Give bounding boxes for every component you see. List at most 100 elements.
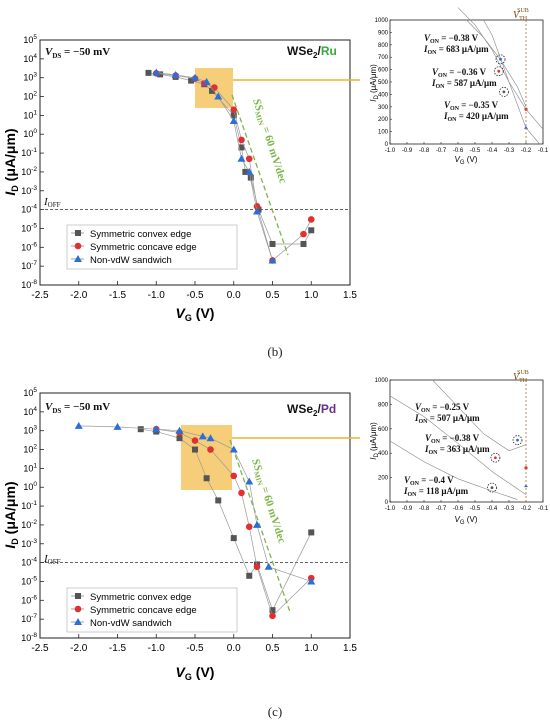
square-marker	[246, 572, 253, 579]
triangle-marker	[253, 520, 261, 528]
panel-b-axes: -2.5 -2.0 -1.5 -1.0 -0.5 0.0 0.5 1.0 1.5 10-8 10-7…	[21, 34, 357, 301]
y-tick-label: 10-2	[21, 519, 37, 530]
x-tick-label: -0.1	[538, 506, 549, 512]
x-tick-label: 0.5	[266, 643, 280, 654]
panel-b-inset-ylabel: ID (μA/μm)	[369, 64, 380, 102]
x-tick-label: -0.4	[487, 148, 498, 154]
panel-c-material-label: WSe2/Pd	[287, 402, 336, 418]
circle-marker	[191, 437, 199, 444]
inset-c-ion-2: ION = 363 μA/μm	[424, 444, 490, 456]
triangle-marker	[214, 92, 223, 100]
inset-b-ion-3: ION = 420 μA/μm	[443, 111, 509, 123]
y-tick-label: 10-8	[21, 632, 37, 643]
x-tick-label: -0.3	[504, 148, 515, 154]
square-marker	[145, 69, 152, 76]
panel-c-axes: -2.5 -2.0 -1.5 -1.0 -0.5 0.0 0.5 1.0 1.5 10-8 10-7…	[21, 387, 357, 654]
highlight-circle	[495, 54, 506, 65]
inset-c-von-2: VON = −0.38 V	[425, 433, 480, 445]
panel-b-inset: -1.0 -0.9 -0.8 -0.7 -0.6 -0.5 -0.4 -0.3 -0.2 -0.1…	[369, 7, 549, 166]
highlight-dot	[494, 456, 497, 460]
y-tick-label: 101	[23, 109, 37, 120]
circle-marker	[253, 563, 261, 571]
highlight-dot	[497, 69, 501, 73]
panel-c-ylabel: ID (μA/μm)	[2, 481, 20, 548]
y-tick-label: 10-6	[21, 594, 37, 605]
panel-c-vds-label: VDS = −50 mV	[45, 401, 110, 415]
x-tick-label: -1.5	[109, 643, 127, 654]
triangle-marker	[191, 73, 199, 81]
panel-c-inset-axes: -1.0 -0.9 -0.8 -0.7 -0.6 -0.5 -0.4 -0.3 -0.2 -0.1…	[375, 378, 549, 512]
x-tick-label: -2.5	[31, 643, 49, 654]
x-tick-label: -0.5	[470, 506, 481, 512]
y-tick-label: 10-5	[21, 222, 37, 233]
square-marker	[203, 475, 210, 482]
y-tick-label: 800	[378, 402, 389, 408]
x-tick-label: -2.5	[31, 290, 49, 301]
panel-b-inset-xlabel: VG (V)	[455, 155, 478, 166]
x-tick-label: -1.5	[109, 290, 127, 301]
circle-marker	[307, 216, 315, 223]
x-tick-label: -1.0	[385, 506, 396, 512]
circle-marker	[300, 230, 307, 238]
legend-triangle-marker	[74, 255, 82, 262]
y-tick-label: 10-7	[21, 260, 37, 271]
triangle-marker	[206, 434, 215, 442]
circle-marker	[245, 155, 253, 163]
legend-circle-marker	[74, 242, 82, 250]
y-tick-label: 300	[378, 105, 389, 111]
triangle-marker	[202, 77, 211, 85]
y-tick-label: 10-6	[21, 241, 37, 252]
legend-square-marker	[75, 593, 81, 599]
legend-entry-concave: Symmetric concave edge	[90, 242, 197, 253]
x-tick-label: 1.5	[343, 643, 357, 654]
triangle-marker	[264, 562, 273, 570]
x-tick-label: -2.0	[70, 290, 88, 301]
x-tick-label: 1.5	[343, 290, 357, 301]
square-marker	[255, 206, 262, 213]
legend-entry-nonvdw: Non-vdW sandwich	[90, 255, 172, 266]
inset-curve	[457, 7, 544, 130]
triangle-marker	[229, 445, 238, 453]
triangle-marker	[307, 577, 316, 585]
square-marker	[269, 607, 276, 614]
legend-entry-convex: Symmetric convex edge	[90, 229, 191, 240]
legend-entry-concave: Symmetric concave edge	[90, 605, 197, 616]
panel-c-ss-line	[229, 439, 291, 613]
triangle-marker	[175, 426, 184, 434]
y-tick-label: 103	[23, 72, 37, 83]
square-marker	[308, 529, 315, 536]
panel-b-ioff-label: IOFF	[43, 196, 61, 209]
y-tick-label: 104	[23, 406, 37, 417]
series-line	[156, 72, 273, 261]
circle-marker	[230, 106, 238, 114]
y-tick-label: 1000	[375, 18, 389, 24]
panel-c-main: -2.5 -2.0 -1.5 -1.0 -0.5 0.0 0.5 1.0 1.5 10-8 10-7…	[2, 387, 360, 682]
x-tick-label: 0.0	[227, 643, 241, 654]
y-tick-label: 900	[378, 30, 389, 36]
square-marker	[209, 87, 216, 94]
circle-marker	[207, 446, 214, 453]
panel-c-inset-vth-label: VTHSUB	[513, 370, 529, 384]
triangle-marker	[229, 117, 238, 125]
legend-square-marker	[75, 230, 81, 236]
panel-c-ss-label: SSMIN = 60 mV/dec	[248, 457, 288, 545]
inset-b-von-2: VON = −0.36 V	[432, 67, 487, 79]
x-tick-label: -0.2	[521, 148, 532, 154]
y-tick-label: 800	[378, 43, 389, 49]
panel-c-xlabel: VG (V)	[176, 664, 215, 682]
y-tick-label: 0	[385, 142, 389, 148]
triangle-marker	[74, 421, 83, 429]
square-marker	[215, 497, 222, 504]
triangle-marker	[237, 154, 246, 162]
legend-entry-convex: Symmetric convex edge	[90, 592, 191, 603]
circle-marker	[238, 489, 245, 497]
square-marker	[247, 174, 254, 181]
inset-b-von-1: VON = −0.38 V	[424, 33, 479, 45]
y-tick-label: 10-8	[21, 279, 37, 290]
circle-marker	[269, 612, 276, 620]
square-marker	[192, 446, 198, 453]
panel-b-legend: Symmetric convex edge Symmetric concave …	[66, 224, 238, 270]
inset-curve	[432, 379, 527, 452]
x-tick-label: -0.9	[402, 506, 413, 512]
